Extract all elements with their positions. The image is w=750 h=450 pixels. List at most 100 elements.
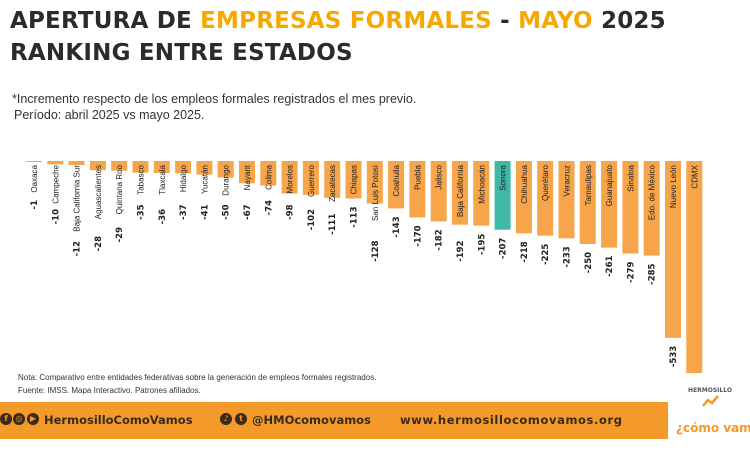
- youtube-icon[interactable]: ▶: [27, 413, 39, 425]
- title-part-4: MAYO: [518, 8, 593, 34]
- category-label: Guanajuato: [605, 164, 614, 206]
- social-handle-mid[interactable]: @HMOcomovamos: [252, 413, 371, 427]
- category-label: Oaxaca: [30, 164, 39, 192]
- tiktok-icon[interactable]: ♪: [220, 413, 232, 425]
- chart-title: APERTURA DE EMPRESAS FORMALES - MAYO 202…: [10, 8, 666, 34]
- value-label: -67: [243, 204, 253, 219]
- logo: [668, 382, 750, 444]
- category-label: Quintana Roo: [115, 164, 124, 214]
- bar: [345, 161, 362, 199]
- bar: [537, 161, 554, 236]
- value-label: -111: [328, 213, 338, 234]
- category-label: Aguascalientes: [94, 165, 103, 219]
- value-label: -225: [541, 244, 551, 265]
- bar: [175, 161, 192, 174]
- bar: [430, 161, 447, 222]
- bar: [89, 161, 106, 171]
- category-label: Nayarit: [243, 164, 252, 190]
- bar: [643, 161, 660, 256]
- value-label: -10: [51, 209, 61, 224]
- bar: [196, 161, 213, 175]
- bar: [111, 161, 128, 171]
- bar: [366, 161, 383, 204]
- bar: [558, 161, 575, 239]
- category-label: Tabasco: [137, 164, 146, 194]
- footer-bar: [0, 402, 668, 439]
- category-label: Baja California Sur: [73, 165, 82, 232]
- bar: [579, 161, 596, 244]
- bar: [515, 161, 532, 234]
- category-label: Hidalgo: [179, 164, 188, 192]
- value-label: -36: [158, 209, 168, 224]
- bar: [153, 161, 170, 173]
- value-label: -113: [350, 206, 360, 227]
- category-label: Colima: [264, 164, 273, 189]
- category-label: Chiapas: [350, 165, 359, 194]
- value-label: -195: [477, 234, 487, 255]
- bar: [665, 161, 681, 338]
- title-part-2: EMPRESAS FORMALES: [200, 8, 492, 34]
- subtitle-line1: *Incremento respecto de los empleos form…: [12, 92, 417, 106]
- bar: [68, 161, 85, 165]
- bar: [452, 161, 468, 225]
- category-label: Tlaxcala: [158, 164, 167, 194]
- bar-chart: Oaxaca -1 Campeche -10 Baja California Sur -1…: [26, 161, 703, 373]
- category-label: Coahuila: [392, 164, 401, 196]
- category-label: Michoacán: [477, 165, 486, 204]
- value-label: -35: [137, 204, 147, 219]
- bar: [132, 161, 149, 173]
- category-label: Sinaloa: [626, 164, 635, 191]
- value-label: -41: [200, 204, 210, 219]
- category-label: Campeche: [51, 164, 60, 203]
- logo-main-text: ¿cómo vamos?: [676, 421, 750, 435]
- instagram-icon[interactable]: ◎: [13, 413, 25, 425]
- category-label: Tamaulipas: [584, 165, 593, 205]
- note-text: Nota: Comparativo entre entidades federa…: [18, 373, 377, 382]
- value-label: -250: [584, 252, 594, 273]
- source-text: Fuente: IMSS. Mapa Interactivo. Patrones…: [18, 386, 201, 395]
- chart-title-line2: RANKING ENTRE ESTADOS: [10, 40, 353, 66]
- value-label: -182: [435, 229, 445, 250]
- value-label: -28: [94, 236, 104, 251]
- value-label: -285: [648, 263, 658, 284]
- bar: [281, 161, 298, 194]
- title-part-1: APERTURA DE: [10, 8, 201, 34]
- bar: [622, 161, 639, 254]
- bar: [324, 161, 341, 198]
- value-label: -12: [73, 241, 83, 256]
- value-label: -533: [669, 346, 679, 367]
- value-label: -37: [179, 204, 189, 219]
- value-label: -192: [456, 240, 466, 261]
- value-label: -261: [605, 256, 615, 277]
- category-label: Veracruz: [563, 165, 572, 197]
- category-label: Sonora: [499, 164, 508, 190]
- value-label: -233: [563, 246, 573, 267]
- value-label: -279: [626, 261, 636, 282]
- website-link[interactable]: www.hermosillocomovamos.org: [400, 413, 623, 427]
- facebook-icon[interactable]: f: [0, 413, 12, 425]
- category-label: San Luis Potosí: [371, 164, 380, 221]
- category-label: Guerrero: [307, 164, 316, 197]
- title-part-3: -: [491, 8, 519, 34]
- value-label: -74: [264, 200, 274, 215]
- value-label: -50: [222, 204, 232, 219]
- bar: [26, 161, 42, 162]
- twitter-icon[interactable]: t: [235, 413, 247, 425]
- logo-icon: [702, 395, 719, 407]
- bar: [601, 161, 618, 248]
- bar: [473, 161, 490, 226]
- bar: [217, 161, 234, 178]
- bar: [47, 161, 64, 165]
- logo-top-text: HERMOSILLO: [688, 387, 732, 394]
- category-label: Yucatán: [200, 165, 209, 194]
- bar: [260, 161, 277, 186]
- category-label: Chihuahua: [520, 164, 529, 203]
- category-label: Durango: [222, 164, 231, 195]
- value-label: -1: [30, 200, 40, 210]
- title-part-5: 2025: [592, 8, 666, 34]
- bar: [686, 161, 703, 373]
- value-label: -128: [371, 240, 381, 261]
- social-handle-left[interactable]: HermosilloComoVamos: [44, 413, 193, 427]
- value-label: -218: [520, 241, 530, 262]
- bar: [302, 161, 319, 195]
